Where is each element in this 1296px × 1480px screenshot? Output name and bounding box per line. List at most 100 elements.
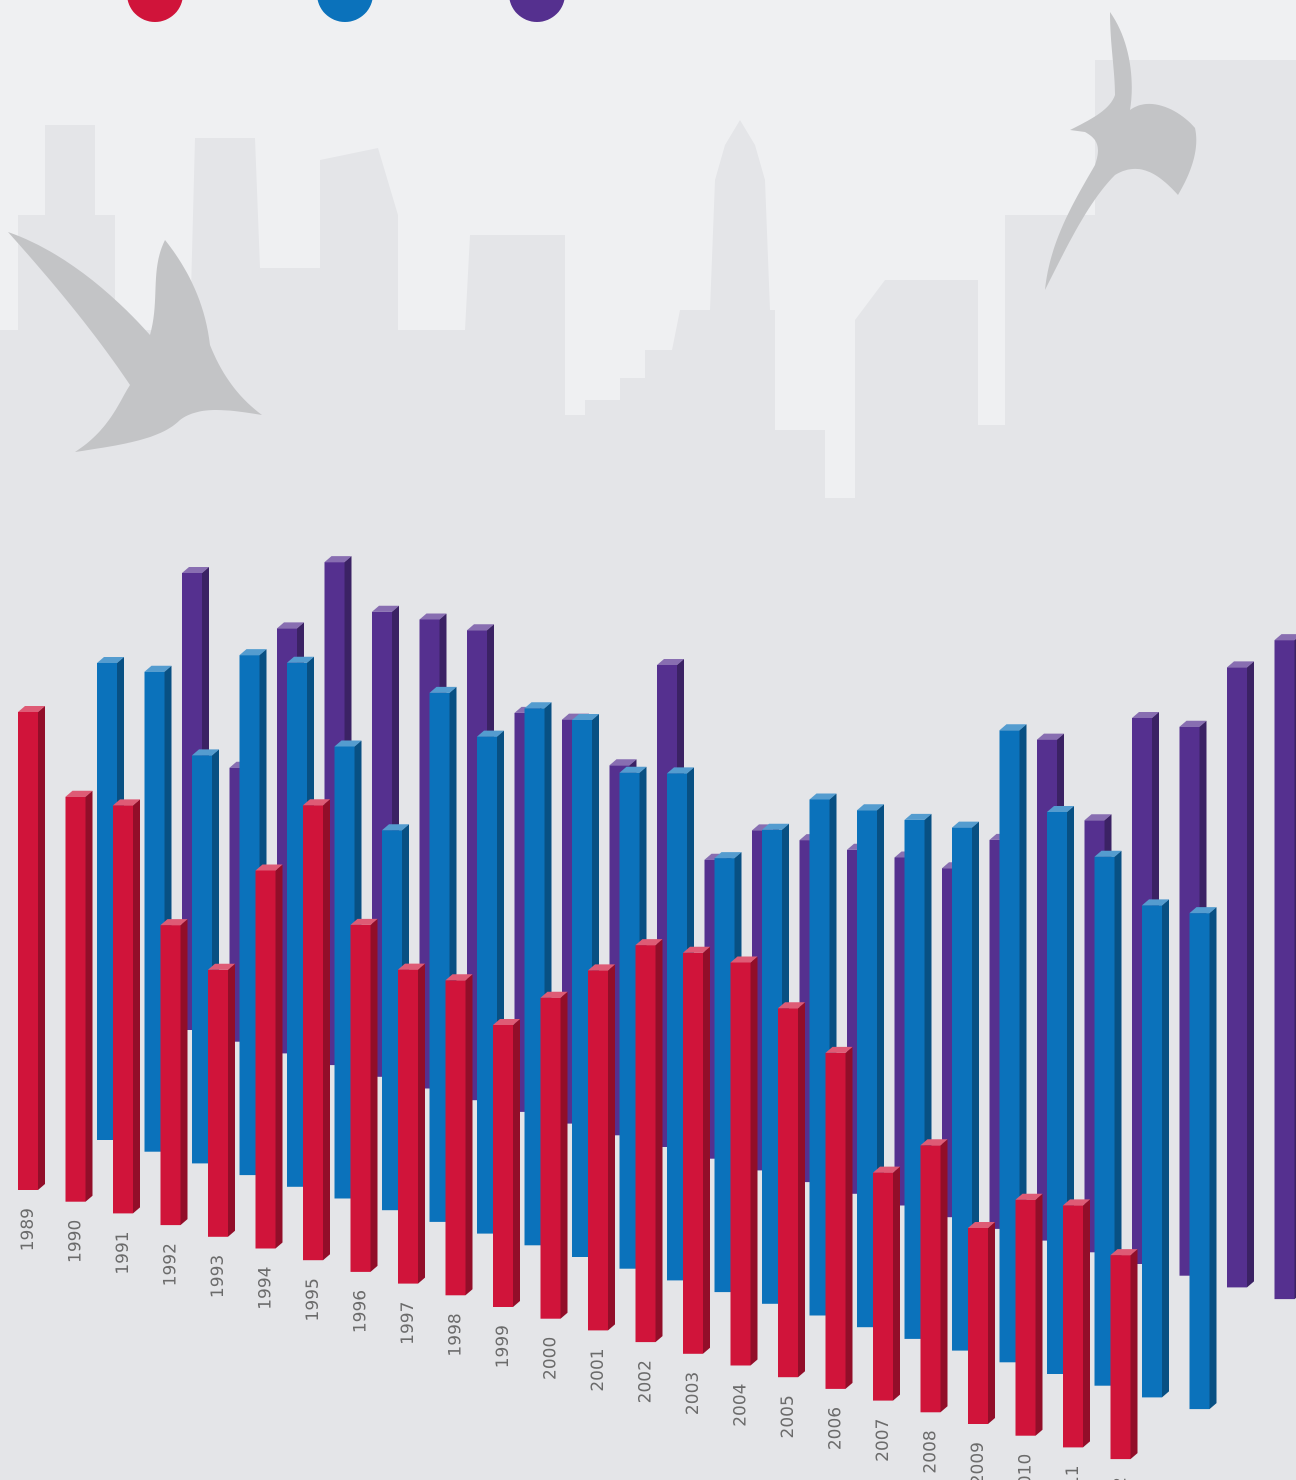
bar-top xyxy=(18,706,45,712)
bar-side xyxy=(228,963,235,1237)
bar-side xyxy=(513,1019,520,1307)
bar xyxy=(920,1145,941,1413)
bar-top xyxy=(952,821,979,828)
x-tick-label: 2000 xyxy=(541,1337,561,1380)
bar-top xyxy=(182,567,209,573)
legend-marker xyxy=(317,0,373,22)
bar xyxy=(97,663,117,1140)
x-labels: 1989 1990 1991 1992 1993 1994 1995 1996 1997 1998… xyxy=(18,1208,1131,1480)
bar-top xyxy=(609,759,637,766)
bar-top xyxy=(1037,733,1064,740)
x-tick-label: 2003 xyxy=(683,1372,703,1415)
bar-top xyxy=(873,1166,900,1173)
bar xyxy=(1274,640,1295,1300)
bar xyxy=(160,925,181,1226)
bar xyxy=(762,829,782,1304)
x-tick-label: 2006 xyxy=(826,1407,846,1450)
bar-top xyxy=(429,686,457,693)
bar xyxy=(968,1228,988,1424)
bar-top xyxy=(144,665,172,672)
x-tick-label: 2011 xyxy=(1063,1465,1083,1480)
bar-top xyxy=(65,790,93,797)
x-tick-label: 2012 xyxy=(1111,1477,1131,1480)
bar-top xyxy=(398,963,425,970)
bar-top xyxy=(255,864,283,871)
x-tick-label: 1998 xyxy=(446,1313,466,1356)
bar-side xyxy=(85,790,93,1202)
bar xyxy=(572,720,592,1257)
bar-side xyxy=(988,1222,995,1424)
bar xyxy=(1015,1199,1036,1436)
bar xyxy=(730,962,751,1366)
bar-top xyxy=(809,793,837,800)
x-tick-label: 2007 xyxy=(873,1419,893,1462)
bar-top xyxy=(239,649,267,656)
bar-top xyxy=(657,659,684,665)
bar-top xyxy=(904,813,932,820)
bar xyxy=(904,819,925,1339)
x-tick-label: 1996 xyxy=(351,1290,371,1333)
bar xyxy=(334,746,355,1199)
bar-top xyxy=(419,613,447,620)
bar xyxy=(683,952,703,1354)
bar-top xyxy=(160,919,188,926)
bar xyxy=(113,805,133,1214)
bar xyxy=(714,858,735,1293)
x-tick-label: 2008 xyxy=(921,1430,941,1473)
bar-top xyxy=(619,766,647,773)
bar xyxy=(1142,905,1162,1398)
bar xyxy=(778,1008,798,1378)
bar-side xyxy=(1083,1199,1090,1448)
bar xyxy=(65,796,86,1202)
bar xyxy=(873,1172,893,1401)
x-tick-label: 1989 xyxy=(18,1208,38,1251)
bar-top xyxy=(968,1222,995,1228)
bar xyxy=(303,805,323,1261)
bar-side xyxy=(893,1166,900,1401)
bar xyxy=(350,924,371,1272)
bar-top xyxy=(324,556,352,563)
bar xyxy=(635,945,656,1343)
bar-side xyxy=(180,919,188,1226)
x-tick-label: 2009 xyxy=(968,1442,988,1480)
bar-side xyxy=(1162,899,1169,1398)
x-tick-label: 1999 xyxy=(493,1325,513,1368)
x-tick-label: 2005 xyxy=(778,1395,798,1438)
bar-side xyxy=(1247,661,1254,1288)
bar-top xyxy=(778,1002,805,1009)
bar-top xyxy=(762,823,789,830)
bar xyxy=(1047,812,1067,1374)
bar-side xyxy=(418,963,425,1284)
bar xyxy=(208,969,228,1237)
bar-top xyxy=(635,939,663,946)
bar-top xyxy=(277,622,304,629)
bar xyxy=(825,1052,846,1389)
bar-top xyxy=(477,730,504,737)
x-tick-label: 1993 xyxy=(208,1255,228,1298)
bar-top xyxy=(588,964,615,971)
bar xyxy=(857,810,877,1328)
bar-top xyxy=(113,799,140,806)
bar-top xyxy=(667,767,694,774)
bar-top xyxy=(572,714,599,720)
x-tick-label: 2002 xyxy=(636,1360,656,1403)
bar-side xyxy=(275,864,283,1249)
x-tick-label: 1997 xyxy=(398,1302,418,1345)
bar-top xyxy=(303,799,330,806)
bar-side xyxy=(465,974,473,1296)
bar-side xyxy=(972,821,979,1351)
bar xyxy=(999,730,1020,1363)
bar xyxy=(382,830,402,1211)
bar-top xyxy=(857,804,884,811)
bar xyxy=(429,692,450,1222)
bar-top xyxy=(1227,661,1254,668)
bar xyxy=(1063,1205,1083,1448)
bar-side xyxy=(798,1002,805,1378)
bar-top xyxy=(287,656,314,663)
bar xyxy=(1110,1255,1131,1460)
bars xyxy=(18,556,1296,1460)
bar xyxy=(667,773,687,1281)
x-tick-label: 1991 xyxy=(113,1231,133,1274)
bar xyxy=(398,969,418,1284)
